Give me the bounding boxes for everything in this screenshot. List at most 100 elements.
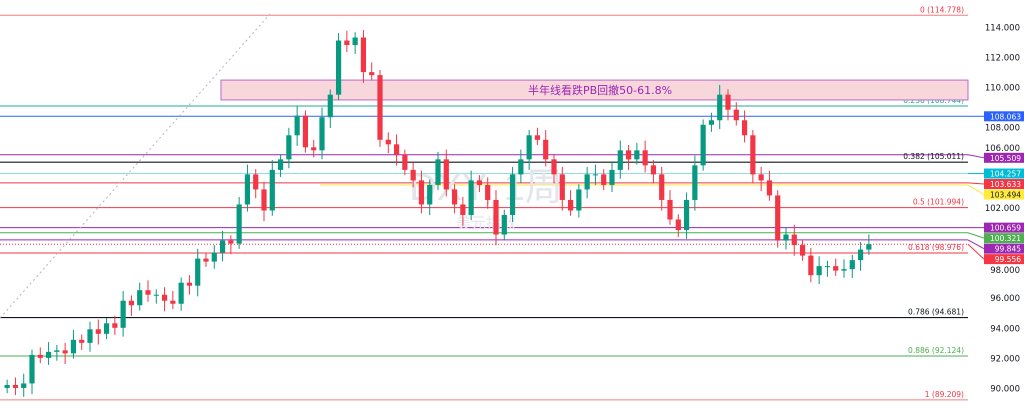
price-tag bbox=[984, 179, 1024, 190]
candle-body bbox=[866, 244, 872, 250]
candle-body bbox=[95, 329, 101, 334]
price-tag-label: 99.556 bbox=[995, 255, 1021, 264]
price-tag-connector bbox=[967, 154, 985, 159]
candle-body bbox=[733, 109, 739, 121]
candle-body bbox=[161, 294, 168, 301]
y-axis-tick: 108.000 bbox=[985, 123, 1020, 133]
candle-body bbox=[62, 350, 68, 354]
fib-level-label: 1 (89.209) bbox=[925, 390, 964, 399]
candle-body bbox=[476, 180, 483, 185]
candle-body bbox=[79, 339, 85, 343]
price-tag-label: 104.257 bbox=[990, 170, 1021, 179]
candle-body bbox=[526, 135, 532, 160]
candle-body bbox=[849, 260, 855, 270]
price-tag bbox=[984, 168, 1024, 179]
zone-label: 半年线看跌PB回撤50-61.8% bbox=[528, 83, 672, 97]
candle-body bbox=[775, 195, 781, 241]
price-tag bbox=[984, 152, 1024, 163]
candle-body bbox=[675, 219, 681, 231]
price-tag-label: 100.321 bbox=[990, 234, 1021, 243]
fib-level-label: 0.236 (108.744) bbox=[903, 96, 964, 105]
price-tag bbox=[984, 254, 1024, 265]
candle-body bbox=[319, 117, 325, 151]
candle-body bbox=[824, 266, 831, 268]
candle-body bbox=[451, 189, 458, 205]
candle-body bbox=[725, 94, 731, 110]
candle-body bbox=[377, 75, 383, 140]
candle-body bbox=[145, 290, 151, 295]
candle-body bbox=[244, 174, 251, 205]
price-tag-label: 103.494 bbox=[990, 191, 1021, 200]
candle-body bbox=[120, 300, 126, 328]
price-tag bbox=[984, 222, 1024, 233]
fib-level-label: 0 (114.778) bbox=[920, 5, 964, 14]
candle-body bbox=[634, 150, 640, 160]
candle-body bbox=[228, 240, 234, 244]
candle-body bbox=[45, 351, 52, 358]
candle-body bbox=[352, 37, 358, 46]
name-watermark: 美元指数 bbox=[456, 214, 516, 232]
candle-body bbox=[667, 199, 673, 220]
candle-body bbox=[369, 72, 375, 76]
candle-body bbox=[833, 266, 839, 271]
price-tag-label: 100.659 bbox=[990, 224, 1021, 233]
candle-body bbox=[286, 135, 292, 160]
candle-body bbox=[766, 180, 773, 196]
candle-body bbox=[87, 329, 93, 343]
resistance-zone[interactable] bbox=[220, 79, 969, 101]
candle-body bbox=[518, 159, 524, 175]
candle-body bbox=[816, 266, 822, 276]
candle-body bbox=[551, 159, 557, 175]
fib-level-label: 0.886 (92.124) bbox=[908, 346, 964, 355]
candle-body bbox=[683, 199, 690, 231]
price-tag bbox=[984, 189, 1024, 200]
candle-body bbox=[211, 252, 217, 262]
candle-body bbox=[427, 184, 433, 205]
candle-body bbox=[385, 139, 391, 145]
y-axis-tick: 98.000 bbox=[990, 266, 1020, 276]
candle-body bbox=[750, 135, 756, 175]
price-tag bbox=[984, 243, 1024, 254]
candle-body bbox=[576, 189, 582, 211]
candle-body bbox=[717, 94, 723, 121]
candle-body bbox=[219, 240, 226, 253]
price-tag-label: 99.845 bbox=[995, 245, 1021, 254]
candle-body bbox=[617, 150, 623, 170]
candle-body bbox=[402, 154, 408, 170]
y-axis-tick: 110.000 bbox=[985, 84, 1020, 94]
candle-body bbox=[393, 144, 400, 155]
price-tag-connector bbox=[967, 243, 985, 260]
candle-body bbox=[799, 245, 806, 256]
candle-body bbox=[708, 120, 715, 125]
candle-body bbox=[153, 294, 159, 296]
candle-body bbox=[460, 204, 466, 215]
candle-body bbox=[203, 258, 209, 262]
candle-body bbox=[841, 269, 847, 271]
candle-body bbox=[501, 215, 507, 235]
candle-body bbox=[327, 94, 333, 118]
candle-body bbox=[277, 159, 284, 170]
candle-body bbox=[418, 180, 425, 205]
candle-body bbox=[195, 258, 201, 286]
candle-body bbox=[650, 165, 657, 175]
candle-body bbox=[592, 174, 599, 176]
candle-body bbox=[741, 120, 748, 136]
y-axis-tick: 94.000 bbox=[990, 324, 1020, 334]
candle-body bbox=[294, 115, 300, 136]
y-axis-tick: 106.000 bbox=[985, 144, 1020, 154]
candle-body bbox=[170, 300, 176, 304]
candle-body bbox=[791, 234, 797, 246]
candle-body bbox=[29, 354, 35, 384]
fib-trend-line[interactable] bbox=[0, 13, 271, 319]
candle-body bbox=[543, 139, 549, 160]
candle-body bbox=[783, 234, 789, 241]
candle-body bbox=[468, 180, 474, 215]
candle-body bbox=[485, 184, 491, 200]
candle-body bbox=[137, 290, 143, 306]
candle-body bbox=[410, 169, 416, 181]
candle-body bbox=[335, 40, 342, 95]
price-tag-label: 105.509 bbox=[990, 154, 1021, 163]
y-axis-tick: 102.000 bbox=[985, 204, 1020, 214]
candle-body bbox=[236, 204, 242, 244]
